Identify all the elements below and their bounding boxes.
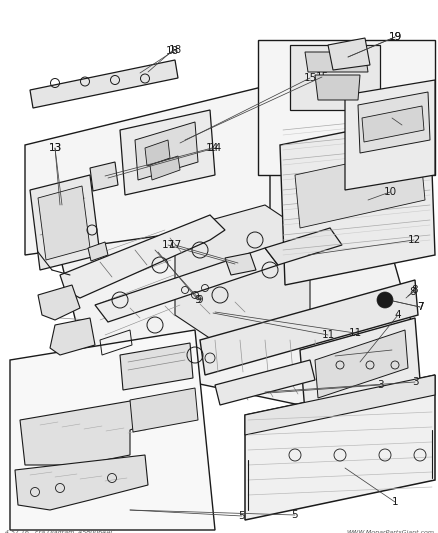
Text: 17: 17 — [161, 240, 174, 250]
Text: 3: 3 — [376, 380, 382, 390]
Polygon shape — [290, 45, 379, 110]
Polygon shape — [90, 162, 118, 191]
Polygon shape — [25, 85, 269, 255]
Text: WWW.MoparPartsGiant.com: WWW.MoparPartsGiant.com — [345, 530, 433, 533]
Text: 6: 6 — [388, 345, 394, 355]
Text: 7: 7 — [416, 302, 422, 312]
Polygon shape — [38, 285, 80, 320]
Text: 13: 13 — [48, 143, 61, 153]
Polygon shape — [215, 360, 314, 405]
Polygon shape — [265, 228, 341, 265]
Polygon shape — [244, 375, 434, 435]
Text: 8: 8 — [409, 287, 415, 297]
Text: 10: 10 — [382, 187, 396, 197]
Polygon shape — [304, 52, 367, 72]
Text: 9: 9 — [194, 295, 201, 305]
Polygon shape — [314, 75, 359, 100]
Text: 11: 11 — [321, 330, 334, 340]
Text: 4: 4 — [394, 310, 400, 320]
Polygon shape — [344, 80, 434, 190]
Polygon shape — [244, 375, 434, 520]
Polygon shape — [10, 330, 215, 530]
Text: 3: 3 — [411, 377, 417, 387]
Text: 8: 8 — [411, 285, 417, 295]
Polygon shape — [175, 205, 309, 345]
Polygon shape — [299, 318, 419, 412]
Text: 1: 1 — [391, 497, 397, 507]
Text: 14: 14 — [208, 143, 221, 153]
Polygon shape — [120, 343, 193, 390]
Text: 16: 16 — [385, 113, 398, 123]
Text: 9: 9 — [196, 295, 203, 305]
Text: 14: 14 — [205, 143, 218, 153]
Polygon shape — [314, 330, 407, 398]
Text: 19: 19 — [388, 32, 401, 42]
Polygon shape — [38, 186, 90, 260]
Text: 7: 7 — [416, 302, 422, 312]
Polygon shape — [88, 242, 108, 261]
Polygon shape — [150, 156, 180, 180]
Text: 12: 12 — [406, 235, 420, 245]
Text: 18: 18 — [165, 46, 178, 56]
Text: 4 57 16   Fra Diagram  4580064AC: 4 57 16 Fra Diagram 4580064AC — [5, 530, 115, 533]
Polygon shape — [327, 38, 369, 70]
Polygon shape — [279, 115, 434, 285]
Text: 15: 15 — [303, 73, 316, 83]
Polygon shape — [95, 248, 277, 322]
Polygon shape — [50, 318, 95, 355]
Polygon shape — [20, 395, 170, 465]
Polygon shape — [145, 140, 170, 166]
Text: 5: 5 — [291, 510, 298, 520]
Polygon shape — [60, 215, 225, 298]
Text: 13: 13 — [48, 143, 61, 153]
Polygon shape — [258, 40, 434, 175]
Polygon shape — [357, 92, 429, 153]
Text: 11: 11 — [348, 328, 361, 338]
Polygon shape — [294, 148, 424, 228]
Polygon shape — [15, 455, 148, 510]
Polygon shape — [361, 106, 423, 142]
Polygon shape — [30, 175, 100, 270]
Circle shape — [376, 292, 392, 308]
Polygon shape — [135, 122, 198, 180]
Polygon shape — [200, 280, 417, 375]
Polygon shape — [30, 60, 177, 108]
Text: 18: 18 — [168, 45, 181, 55]
Text: 17: 17 — [168, 240, 181, 250]
Polygon shape — [130, 388, 198, 432]
Polygon shape — [225, 253, 255, 275]
Polygon shape — [55, 155, 414, 405]
Text: 19: 19 — [388, 32, 401, 42]
Polygon shape — [120, 110, 215, 195]
Text: 15: 15 — [314, 72, 328, 82]
Text: 5: 5 — [238, 511, 245, 521]
